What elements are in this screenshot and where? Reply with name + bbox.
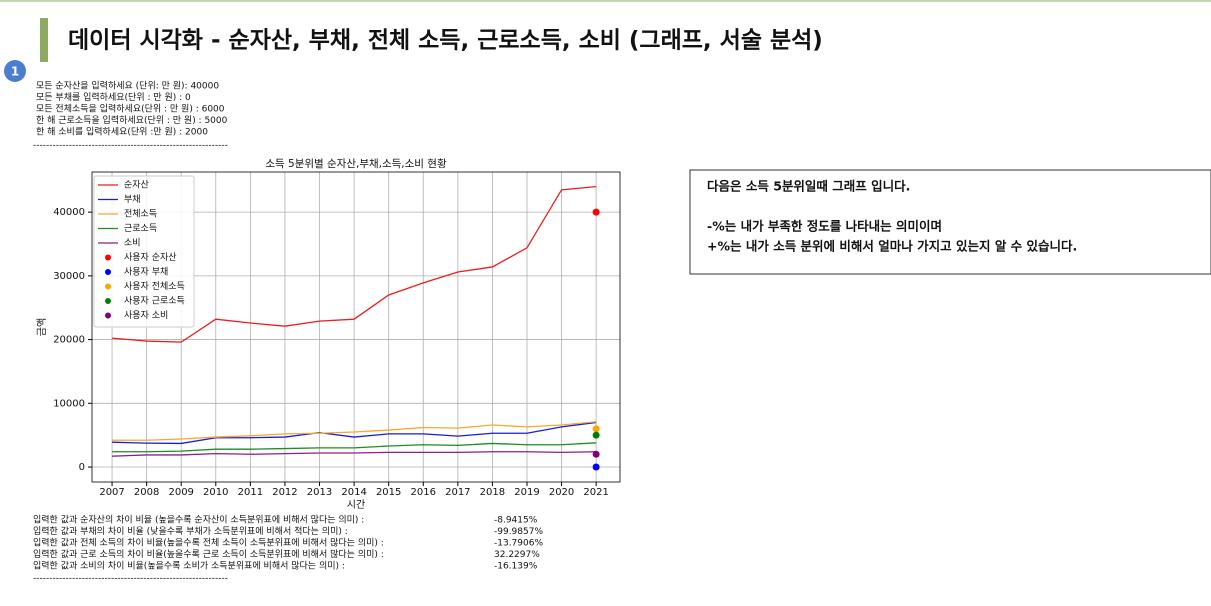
y-tick-label: 10000: [53, 398, 85, 409]
result-label: 입력한 값과 소비의 차이 비율(높을수록 소비가 소득분위표에 비해서 많다는…: [33, 560, 345, 572]
x-tick-label: 2018: [480, 487, 505, 498]
legend-label: 사용자 전체소득: [124, 281, 185, 292]
user-point: [592, 425, 600, 433]
series-line: [112, 451, 597, 457]
input-line: 모든 부채를 입력하세요(단위 : 만 원) : 0: [36, 91, 191, 103]
legend-label: 순자산: [124, 180, 149, 191]
note-line: -%는 내가 부족한 정도를 나타내는 의미이며: [707, 219, 942, 234]
y-axis-label: 금액: [36, 318, 48, 336]
user-point: [592, 431, 600, 439]
legend-marker: [105, 312, 111, 319]
chart-title: 소득 5분위별 순자산,부채,소득,소비 현황: [265, 157, 447, 170]
x-tick-label: 2014: [341, 487, 366, 498]
x-tick-label: 2015: [376, 487, 401, 498]
result-value: 32.2297%: [494, 550, 540, 560]
user-point: [592, 208, 600, 216]
x-axis-label: 시간: [347, 499, 365, 511]
x-tick-label: 2021: [583, 487, 608, 498]
series-line: [111, 186, 597, 343]
series-line: [112, 421, 597, 441]
separator: ----------------------------------------…: [33, 141, 228, 151]
series-line: [112, 421, 597, 445]
note-box: [689, 169, 1211, 275]
note-line: +%는 내가 소득 분위에 비해서 얼마나 가지고 있는지 알 수 있습니다.: [707, 239, 1077, 254]
x-tick-label: 2017: [445, 487, 470, 498]
input-line: 모든 순자산을 입력하세요 (단위: 만 원): 40000: [36, 80, 219, 92]
badge: [4, 60, 26, 82]
result-value: -16.139%: [494, 562, 538, 572]
result-label: 입력한 값과 순자산의 차이 비율 (높을수록 순자산이 소득분위표에 비해서 …: [33, 514, 364, 526]
x-tick-label: 2019: [514, 487, 539, 498]
output-area: [33, 76, 653, 146]
legend-box: [93, 175, 195, 328]
result-label: 입력한 값과 전체 소득의 차이 비율(높을수록 전체 소득이 소득분위표에 비…: [33, 537, 384, 549]
legend-marker: [105, 298, 111, 304]
separator: ----------------------------------------…: [33, 574, 228, 584]
x-tick-label: 2016: [411, 487, 436, 498]
legend-label: 근로소득: [124, 223, 157, 234]
x-tick-label: 2009: [168, 487, 193, 498]
y-tick-label: 0: [79, 462, 85, 473]
result-value: -13.7906%: [494, 539, 543, 549]
legend-label: 사용자 근로소득: [124, 296, 185, 307]
x-tick-label: 2020: [549, 487, 574, 498]
y-tick-label: 40000: [53, 207, 85, 218]
badge-number: 1: [11, 65, 19, 79]
x-tick-label: 2010: [203, 487, 228, 498]
legend-marker: [105, 254, 111, 261]
x-tick-label: 2008: [134, 487, 159, 498]
legend-marker: [105, 269, 111, 275]
y-tick-label: 30000: [53, 271, 85, 282]
result-label: 입력한 값과 부채의 차이 비율 (낮을수록 부채가 소득분위표에 비해서 적다…: [33, 525, 348, 537]
user-point: [592, 450, 600, 458]
legend-label: 전체소득: [124, 209, 157, 220]
result-label: 입력한 값과 근로 소득의 차이 비율(높을수록 근로 소득이 소득분위표에 비…: [33, 548, 384, 560]
input-line: 한 해 소비를 입력하세요(단위 :만 원) : 2000: [36, 126, 208, 138]
plot-frame: [91, 171, 621, 483]
legend-label: 소비: [124, 238, 141, 249]
legend-label: 사용자 소비: [124, 310, 168, 321]
x-tick-label: 2012: [272, 487, 297, 498]
user-point: [592, 463, 600, 471]
page-title: 데이터 시각화 - 순자산, 부채, 전체 소득, 근로소득, 소비 (그래프,…: [68, 28, 823, 54]
x-tick-label: 2013: [307, 487, 332, 498]
note-line: 다음은 소득 5분위일때 그래프 입니다.: [707, 179, 910, 194]
x-tick-label: 2007: [99, 487, 124, 498]
legend-marker: [105, 283, 111, 290]
title-bar: [40, 18, 48, 62]
x-tick-label: 2011: [238, 487, 263, 498]
legend-label: 부채: [124, 194, 141, 205]
y-tick-label: 20000: [53, 335, 85, 346]
legend-label: 사용자 순자산: [124, 252, 177, 263]
input-line: 모든 전체소득을 입력하세요(단위 : 만 원) : 6000: [36, 103, 225, 115]
result-value: -99.9857%: [494, 527, 543, 537]
legend-label: 사용자 부채: [124, 267, 168, 278]
input-line: 한 해 근로소득을 입력하세요(단위 : 만 원) : 5000: [36, 114, 228, 126]
result-value: -8.9415%: [494, 516, 538, 526]
series-line: [112, 442, 597, 453]
